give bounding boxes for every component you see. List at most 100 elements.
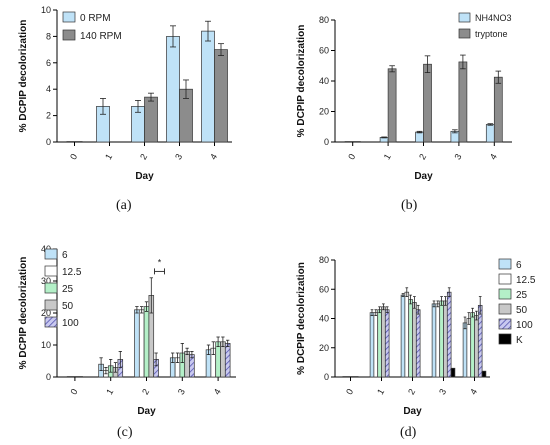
legend-label: 100 bbox=[62, 318, 79, 329]
y-tick-label: 40 bbox=[319, 76, 329, 86]
legend-swatch bbox=[44, 316, 58, 328]
bar bbox=[450, 367, 456, 378]
y-tick-label: 4 bbox=[46, 84, 51, 94]
x-axis-title: Day bbox=[403, 406, 422, 417]
y-tick-label: 0 bbox=[46, 137, 51, 147]
x-axis-title: Day bbox=[137, 406, 156, 417]
legend-label: 50 bbox=[62, 301, 74, 312]
x-tick-label: 3 bbox=[437, 387, 448, 396]
bar bbox=[423, 63, 432, 143]
bar bbox=[134, 309, 140, 378]
bar bbox=[215, 341, 221, 378]
annotation-star: * bbox=[158, 257, 162, 267]
bar bbox=[144, 96, 158, 143]
bar bbox=[387, 68, 397, 143]
legend-label: K bbox=[516, 335, 523, 346]
bar bbox=[458, 61, 468, 143]
bar bbox=[377, 309, 382, 378]
bar bbox=[485, 124, 495, 143]
y-tick-label: 6 bbox=[46, 58, 51, 68]
x-tick-label: 0 bbox=[68, 387, 79, 396]
legend-label: 100 bbox=[516, 320, 533, 331]
legend-swatch bbox=[458, 28, 471, 39]
y-tick-label: 20 bbox=[319, 343, 329, 353]
x-tick-label: 4 bbox=[208, 152, 219, 161]
y-axis-title: % DCPIP decolorization bbox=[18, 257, 29, 370]
bar bbox=[435, 303, 441, 378]
legend: 6 12.5 25 50 100 bbox=[44, 248, 82, 329]
bar bbox=[166, 36, 180, 143]
bar bbox=[470, 312, 475, 378]
y-tick-label: 8 bbox=[46, 31, 51, 41]
legend-swatch bbox=[44, 282, 58, 294]
x-tick-label: 3 bbox=[452, 152, 463, 161]
x-tick-label: 2 bbox=[417, 152, 428, 161]
y-tick-label: 60 bbox=[319, 284, 329, 294]
legend-swatch bbox=[44, 248, 58, 260]
y-tick-label: 10 bbox=[41, 5, 51, 15]
y-tick-label: 0 bbox=[324, 372, 329, 382]
bar bbox=[415, 309, 421, 378]
x-tick-label: 1 bbox=[382, 152, 393, 161]
y-axis-title: % DCPIP decolorization bbox=[296, 25, 307, 138]
y-tick-label: 80 bbox=[319, 255, 329, 265]
bar bbox=[466, 318, 472, 378]
x-tick-label: 3 bbox=[173, 152, 184, 161]
legend-swatch bbox=[498, 288, 512, 300]
bar bbox=[415, 131, 424, 143]
bar bbox=[373, 312, 379, 378]
panel-label-a: (a) bbox=[116, 198, 132, 213]
y-tick-label: 30 bbox=[41, 276, 51, 286]
y-axis-title: % DCPIP decolorization bbox=[296, 262, 307, 375]
bar bbox=[201, 30, 215, 143]
legend-label: 140 RPM bbox=[80, 31, 122, 42]
bar bbox=[443, 300, 448, 378]
legend-swatch bbox=[62, 29, 76, 41]
bar bbox=[400, 294, 406, 378]
legend-label: 25 bbox=[62, 284, 74, 295]
legend-swatch bbox=[498, 318, 512, 330]
x-tick-label: 2 bbox=[140, 387, 151, 396]
bar bbox=[446, 291, 452, 378]
bar bbox=[439, 300, 444, 378]
legend-swatch bbox=[458, 12, 471, 23]
chart-a-svg: 0 2 4 6 8 10 0 1 2 3 4 % DCPIP decolorization Day 0 R… bbox=[18, 5, 232, 182]
legend-label: NH4NO3 bbox=[475, 13, 512, 23]
bar bbox=[143, 306, 150, 378]
x-tick-label: 3 bbox=[176, 387, 187, 396]
bar bbox=[224, 343, 231, 378]
bar bbox=[462, 322, 468, 378]
y-axis-title: % DCPIP decolorization bbox=[18, 20, 29, 133]
legend-label: 12.5 bbox=[516, 275, 536, 286]
bar bbox=[404, 291, 410, 378]
x-tick-label: 4 bbox=[488, 152, 499, 161]
panel-label-d: (d) bbox=[400, 425, 417, 440]
legend-label: 6 bbox=[516, 260, 522, 271]
bar bbox=[477, 304, 483, 378]
bar bbox=[214, 49, 228, 143]
chart-panel-a: 0 2 4 6 8 10 0 1 2 3 4 % DCPIP decolorization Day 0 R… bbox=[0, 0, 275, 222]
bar bbox=[384, 309, 390, 378]
legend-swatch bbox=[498, 258, 512, 270]
legend: NH4NO3 tryptone bbox=[458, 12, 512, 39]
x-tick-label: 0 bbox=[68, 152, 79, 161]
panel-label-b: (b) bbox=[401, 198, 418, 213]
panel-label-c: (c) bbox=[117, 425, 133, 440]
legend-swatch bbox=[498, 333, 512, 345]
legend-swatch bbox=[62, 11, 76, 23]
bar bbox=[138, 309, 145, 378]
bar bbox=[184, 351, 190, 378]
x-axis-title: Day bbox=[135, 171, 154, 182]
bar bbox=[474, 315, 479, 378]
bar bbox=[369, 312, 375, 378]
legend-swatch bbox=[44, 265, 58, 277]
x-tick-label: 2 bbox=[138, 152, 149, 161]
bar bbox=[481, 370, 487, 378]
legend-label: 50 bbox=[516, 305, 528, 316]
x-tick-label: 4 bbox=[212, 387, 223, 396]
y-tick-label: 0 bbox=[324, 137, 329, 147]
legend-label: 6 bbox=[62, 250, 68, 261]
x-tick-label: 1 bbox=[375, 387, 386, 396]
chart-d-svg: 0 20 40 60 80 0 1 2 3 4 % DCPIP decolorization Day 6… bbox=[296, 255, 536, 417]
y-tick-label: 40 bbox=[319, 314, 329, 324]
